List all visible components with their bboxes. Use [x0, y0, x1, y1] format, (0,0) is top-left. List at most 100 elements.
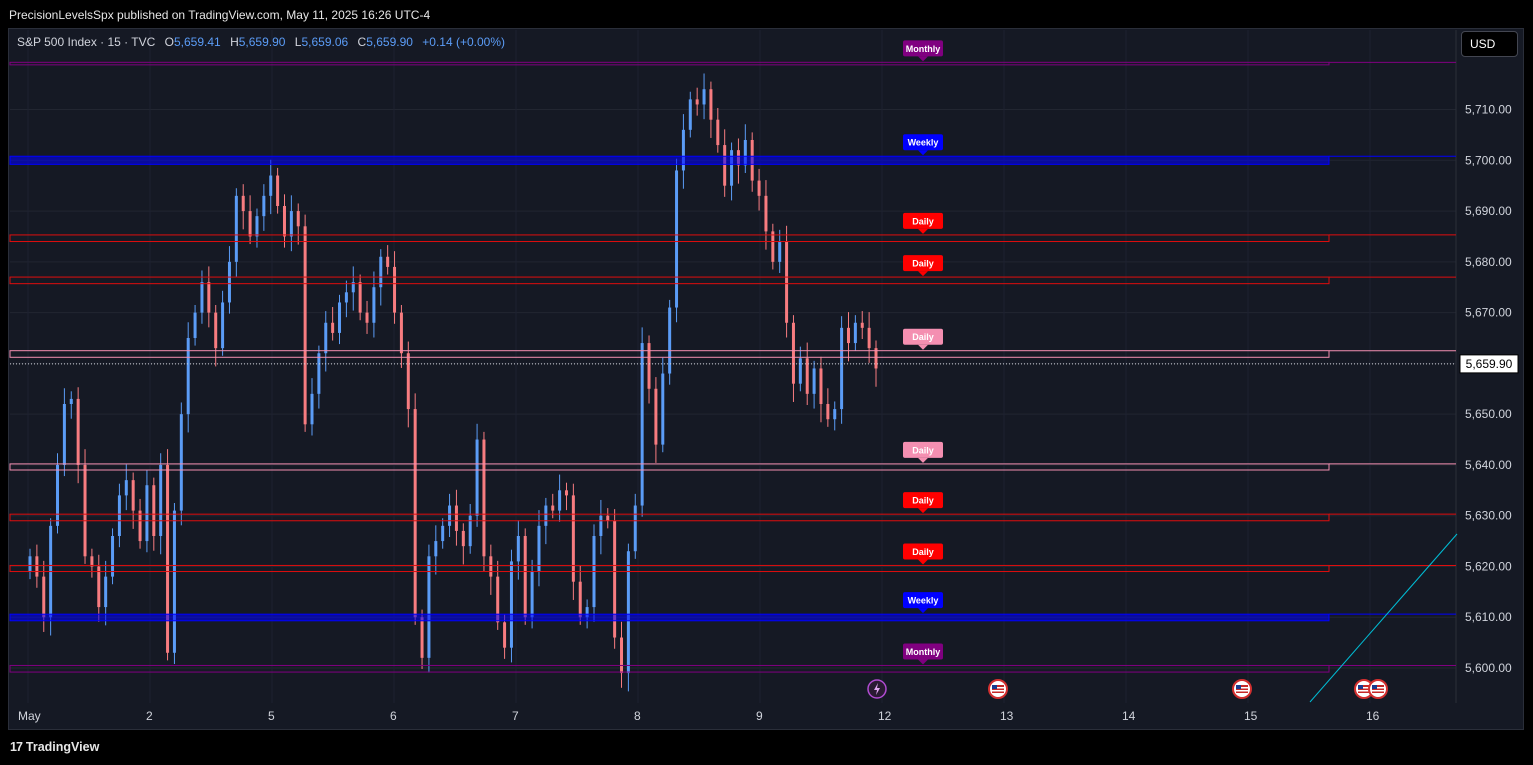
level-zone [9, 463, 1330, 471]
price-tick-label: 5,620.00 [1465, 559, 1512, 573]
candle-body [386, 256, 390, 267]
candle-body [613, 520, 617, 638]
level-tag [903, 492, 943, 509]
candle-body [743, 139, 747, 166]
close-label: C [357, 35, 367, 49]
level-zone [9, 664, 1330, 673]
symbol-label: S&P 500 Index · 15 · TVC [17, 35, 156, 49]
level-tag-label: Monthly [906, 647, 941, 657]
lightning-glyph [874, 683, 880, 695]
flag-stripes [992, 685, 1004, 693]
candle-body [317, 353, 321, 394]
candle-body [372, 287, 376, 323]
tradingview-brand[interactable]: 17 TradingView [10, 740, 99, 754]
candle-body [399, 312, 403, 354]
candle-body [503, 622, 507, 648]
candle-body [723, 145, 727, 186]
candle-body [241, 195, 245, 212]
candle-body [35, 556, 39, 577]
candle-body [28, 556, 32, 572]
candle-body [351, 282, 355, 293]
candle-body [207, 282, 211, 313]
candle-body [771, 231, 775, 262]
trend-line [1309, 533, 1458, 703]
candle-body [785, 241, 789, 323]
close-value: 5,659.90 [366, 35, 413, 49]
candle-body [537, 525, 541, 572]
last-price-label: 5,659.90 [1466, 357, 1513, 371]
candle-body [365, 312, 369, 323]
candle-body [152, 485, 156, 536]
level-tag-label: Daily [912, 445, 934, 455]
time-tick-label: 12 [878, 709, 892, 723]
candle-body [620, 637, 624, 674]
level-tag-label: Daily [912, 259, 934, 269]
time-tick-label: 16 [1366, 709, 1380, 723]
candle-body [42, 576, 46, 618]
candle-body [647, 343, 651, 389]
level-tag-pointer [918, 608, 928, 614]
flag-white-stripe [1358, 687, 1370, 689]
candle-body [496, 576, 500, 623]
candle-body [193, 312, 197, 338]
candle-body [757, 180, 761, 196]
high-label: H [230, 35, 239, 49]
open-label: O [164, 35, 174, 49]
time-tick-label: 9 [756, 709, 763, 723]
level-tag [903, 255, 943, 272]
level-tag-pointer [918, 559, 928, 565]
time-tick-label: May [18, 709, 41, 723]
candle-body [434, 541, 438, 557]
price-tick-label: 5,640.00 [1465, 458, 1512, 472]
brand-label: TradingView [25, 740, 100, 754]
candle-body [778, 241, 782, 262]
candle-body [516, 535, 520, 562]
level-zone [9, 155, 1330, 165]
candle-body [117, 495, 121, 536]
level-tag [903, 134, 943, 151]
time-tick-label: 8 [634, 709, 641, 723]
flag-canton [1372, 685, 1377, 689]
candle-body [234, 195, 238, 262]
level-tag-label: Weekly [908, 596, 939, 606]
flag-white-stripe [1358, 690, 1370, 692]
candle-body [867, 327, 871, 349]
candle-body [269, 175, 273, 196]
flag-white-stripe [1372, 690, 1384, 692]
candle-body [166, 464, 170, 653]
flag-canton [992, 685, 997, 689]
price-tick-label: 5,680.00 [1465, 255, 1512, 269]
currency-button[interactable]: USD [1461, 31, 1518, 57]
open-value: 5,659.41 [174, 35, 221, 49]
level-tag-label: Monthly [906, 44, 941, 54]
low-label: L [294, 35, 302, 49]
candle-body [379, 256, 383, 288]
flag-stripes [1236, 685, 1248, 693]
tradingview-logo-icon: 17 [10, 740, 23, 754]
level-tag-label: Daily [912, 332, 934, 342]
candle-body [688, 99, 692, 130]
candle-body [551, 505, 555, 511]
level-tag [903, 592, 943, 609]
level-tag [903, 212, 943, 229]
candle-body [668, 307, 672, 374]
candle-body [344, 292, 348, 303]
candle-body [186, 337, 190, 415]
candle-body [145, 485, 149, 542]
price-tick-label: 5,670.00 [1465, 306, 1512, 320]
level-tag-label: Daily [912, 496, 934, 506]
last-price-tag [1459, 354, 1519, 374]
candle-body [104, 576, 108, 608]
candle-body [214, 312, 218, 349]
candle-body [544, 505, 548, 526]
candle-body [626, 551, 630, 674]
candle-body [454, 505, 458, 531]
candle-body [475, 439, 479, 516]
candle-body [358, 282, 362, 313]
candle-body [523, 535, 527, 618]
candle-body [654, 388, 658, 445]
candle-body [62, 403, 66, 465]
candle-body [730, 150, 734, 186]
candle-body [853, 322, 857, 344]
